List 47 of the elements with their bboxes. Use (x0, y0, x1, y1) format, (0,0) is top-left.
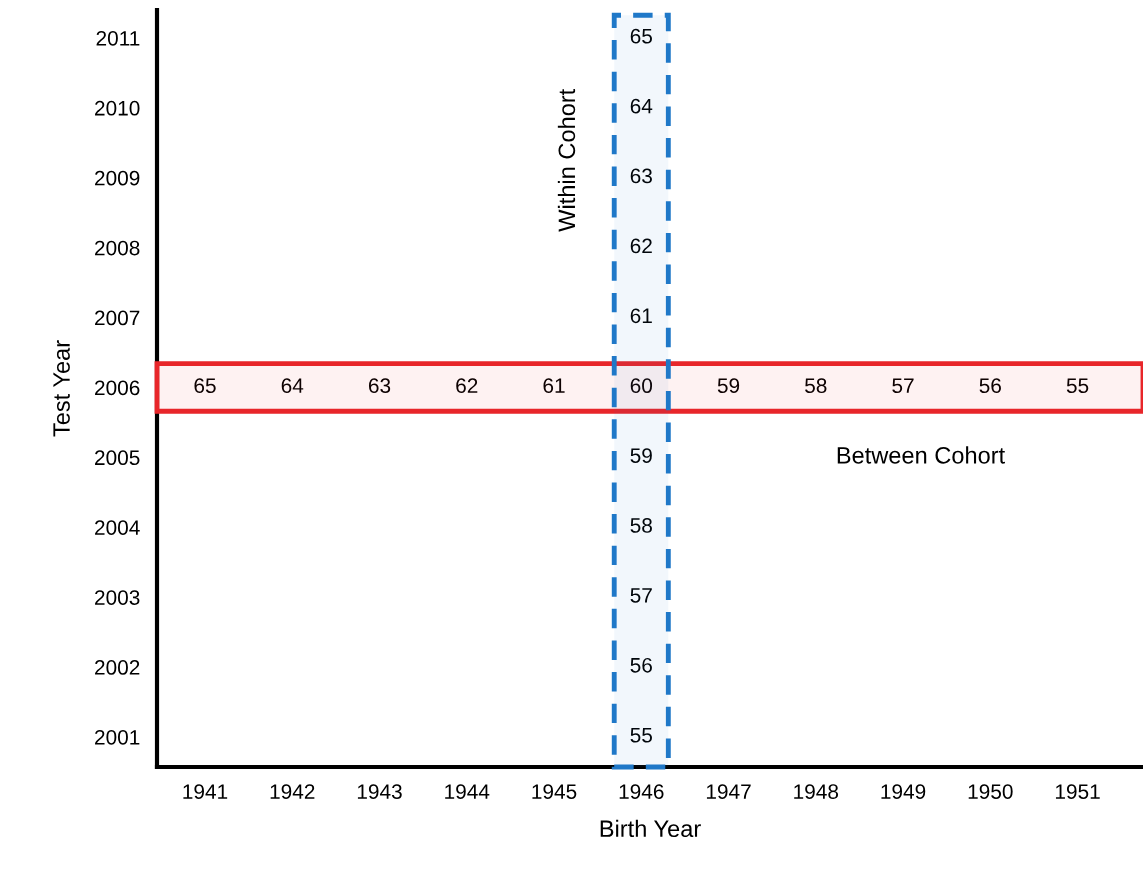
data-label: 59 (630, 448, 652, 463)
y-axis-title: Test Year (53, 340, 70, 437)
x-tick-label: 1948 (794, 784, 839, 799)
y-tick-label: 2011 (96, 30, 140, 46)
data-label: 58 (805, 378, 827, 394)
y-tick-label: 2002 (95, 660, 140, 675)
data-label: 55 (630, 728, 652, 743)
band-label: Within Cohort (557, 88, 576, 232)
data-label: 63 (368, 378, 391, 394)
y-tick-label: 2010 (95, 100, 140, 116)
x-tick-label: 1947 (706, 784, 751, 799)
x-tick-label: 1950 (968, 784, 1013, 799)
y-tick-label: 2003 (95, 590, 140, 605)
data-label: 57 (892, 378, 914, 394)
y-tick-label: 2008 (95, 240, 140, 256)
data-label: 64 (281, 378, 304, 394)
x-tick-label: 1943 (357, 784, 402, 799)
data-label: 63 (630, 168, 652, 184)
data-label: 58 (630, 518, 652, 533)
x-tick-label: 1951 (1055, 784, 1100, 799)
x-axis-title: Birth Year (600, 819, 701, 838)
data-label: 64 (630, 98, 653, 114)
data-label: 55 (1066, 378, 1089, 394)
data-label: 65 (630, 28, 652, 44)
data-label: 56 (630, 657, 652, 673)
data-label: 60 (630, 378, 653, 394)
data-label: 65 (194, 378, 216, 394)
x-tick-label: 1946 (619, 784, 664, 799)
data-label: 61 (630, 308, 652, 324)
band-label: Between Cohort (837, 446, 1005, 464)
y-tick-label: 2006 (95, 380, 140, 396)
y-tick-label: 2001 (95, 729, 140, 745)
y-tick-label: 2007 (95, 310, 140, 326)
data-label: 62 (456, 378, 478, 394)
data-label: 57 (630, 588, 652, 603)
x-tick-label: 1941 (183, 784, 228, 799)
x-tick-label: 1944 (445, 784, 490, 799)
data-label: 56 (979, 378, 1001, 394)
data-label: 62 (630, 238, 652, 254)
data-label: 59 (717, 378, 740, 394)
x-tick-label: 1949 (881, 784, 926, 799)
y-tick-label: 2009 (95, 170, 140, 186)
data-label: 61 (543, 378, 565, 394)
x-tick-label: 1942 (270, 784, 315, 799)
y-tick-label: 2004 (95, 520, 140, 535)
y-tick-label: 2005 (95, 450, 140, 466)
x-tick-label: 1945 (532, 784, 577, 799)
